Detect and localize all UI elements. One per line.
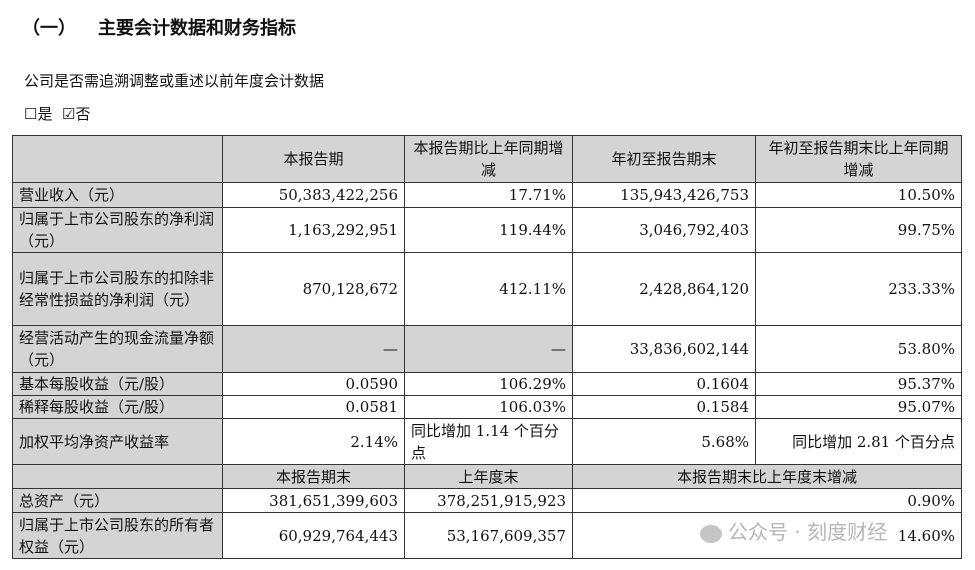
section-title: 主要会计数据和财务指标	[98, 18, 296, 39]
table-row: 基本每股收益（元/股） 0.0590 106.29% 0.1604 95.37%	[12, 372, 962, 396]
header-cell: 年初至报告期末	[572, 135, 756, 183]
header-cell	[12, 135, 223, 183]
cell: 50,383,422,256	[222, 182, 405, 208]
table-row: 稀释每股收益（元/股） 0.0581 106.03% 0.1584 95.07%	[12, 395, 962, 419]
cell: 870,128,672	[222, 252, 405, 326]
cell: 2.14%	[222, 418, 405, 465]
cell: —	[222, 325, 405, 373]
cell: 1,163,292,951	[222, 207, 405, 253]
header-cell: 本报告期末	[222, 464, 405, 489]
cell: 0.1584	[572, 395, 756, 419]
cell: 135,943,426,753	[572, 182, 756, 208]
row-label: 加权平均净资产收益率	[12, 418, 223, 465]
header-cell: 本报告期比上年同期增减	[404, 135, 573, 183]
watermark-text: 公众号 · 刻度财经	[728, 520, 888, 544]
restatement-options: ☐是 ☑否	[24, 103, 90, 124]
row-label: 经营活动产生的现金流量净额（元）	[12, 325, 223, 373]
cell: 53.80%	[755, 325, 962, 373]
cell: 2,428,864,120	[572, 252, 756, 326]
cell: 0.1604	[572, 372, 756, 396]
table-header-row: 本报告期 本报告期比上年同期增减 年初至报告期末 年初至报告期末比上年同期增减	[12, 135, 962, 183]
section-heading: （一） 主要会计数据和财务指标	[22, 14, 318, 40]
table-header-row: 本报告期末 上年度末 本报告期末比上年度末增减	[12, 464, 962, 489]
option-no: ☑否	[62, 105, 91, 123]
table-row: 归属于上市公司股东的扣除非经常性损益的净利润（元） 870,128,672 412.…	[12, 252, 962, 326]
table-row: 加权平均净资产收益率 2.14% 同比增加 1.14 个百分点 5.68% 同比增加 2…	[12, 418, 962, 465]
cell: 同比增加 2.81 个百分点	[755, 418, 962, 465]
header-cell: 上年度末	[404, 464, 573, 489]
watermark: 公众号 · 刻度财经	[700, 516, 887, 545]
option-yes: ☐是	[24, 105, 53, 123]
row-label: 归属于上市公司股东的所有者权益（元）	[12, 512, 223, 559]
cell: 0.0581	[222, 395, 405, 419]
cell: 0.90%	[572, 488, 962, 513]
cell: 0.0590	[222, 372, 405, 396]
row-label: 基本每股收益（元/股）	[12, 372, 223, 396]
cell: 10.50%	[755, 182, 962, 208]
header-cell: 本报告期	[222, 135, 405, 183]
restatement-question: 公司是否需追溯调整或重述以前年度会计数据	[24, 72, 325, 90]
cell: 14.60%	[572, 512, 962, 559]
table-row: 经营活动产生的现金流量净额（元） — —33,836,602,144 53.80%	[12, 325, 962, 373]
cell: 378,251,915,923	[404, 488, 573, 513]
cell: 95.07%	[755, 395, 962, 419]
header-cell: 年初至报告期末比上年同期增减	[755, 135, 962, 183]
header-cell	[12, 464, 223, 489]
row-label: 归属于上市公司股东的扣除非经常性损益的净利润（元）	[12, 252, 223, 326]
cell: 3,046,792,403	[572, 207, 756, 253]
row-label: 总资产（元）	[12, 488, 223, 513]
cell: 95.37%	[755, 372, 962, 396]
cell: 53,167,609,357	[404, 512, 573, 559]
cell: 119.44%	[404, 207, 573, 253]
financial-data-table: 本报告期 本报告期比上年同期增减 年初至报告期末 年初至报告期末比上年同期增减 …	[12, 135, 962, 559]
cell: 233.33%	[755, 252, 962, 326]
cell: 5.68%	[572, 418, 756, 465]
table-row: 归属于上市公司股东的净利润（元） 1,163,292,951 119.44% 3,04…	[12, 207, 962, 253]
table-row: 营业收入（元） 50,383,422,256 17.71% 135,943,426,7…	[12, 182, 962, 208]
cell: 412.11%	[404, 252, 573, 326]
row-label: 营业收入（元）	[12, 182, 223, 208]
table-row: 归属于上市公司股东的所有者权益（元） 60,929,764,443 53,167,6…	[12, 512, 962, 559]
cell: 60,929,764,443	[222, 512, 405, 559]
cell: 99.75%	[755, 207, 962, 253]
row-label: 归属于上市公司股东的净利润（元）	[12, 207, 223, 253]
cell: 106.29%	[404, 372, 573, 396]
row-label: 稀释每股收益（元/股）	[12, 395, 223, 419]
wechat-icon	[700, 524, 722, 543]
section-number: （一）	[22, 18, 76, 39]
cell: 33,836,602,144	[572, 325, 756, 373]
cell: 106.03%	[404, 395, 573, 419]
cell: 17.71%	[404, 182, 573, 208]
table-row: 总资产（元） 381,651,399,603 378,251,915,923 0.90…	[12, 488, 962, 513]
cell: 381,651,399,603	[222, 488, 405, 513]
cell: 同比增加 1.14 个百分点	[404, 418, 573, 465]
cell: —	[404, 325, 573, 373]
header-cell: 本报告期末比上年度末增减	[572, 464, 962, 489]
